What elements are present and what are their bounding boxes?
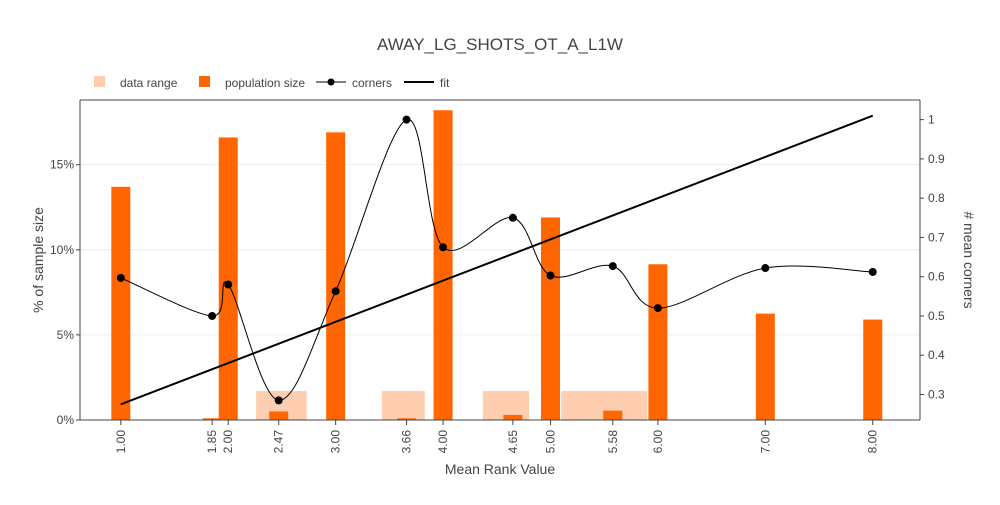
- corners-marker: [439, 243, 448, 252]
- y-axis-title: % of sample size: [30, 207, 46, 313]
- fit-line: [120, 114, 874, 406]
- x-tick-label: 3.00: [329, 430, 343, 454]
- y2-tick-label: 0.5: [928, 309, 945, 323]
- x-tick-label: 8.00: [866, 430, 880, 454]
- population-bar: [269, 411, 289, 420]
- corners-marker: [508, 213, 517, 222]
- corners-marker: [402, 115, 411, 124]
- x-tick-label: 3.66: [400, 430, 414, 454]
- chart-title: AWAY_LG_SHOTS_OT_A_L1W: [377, 35, 623, 54]
- x-tick-label: 4.65: [506, 430, 520, 454]
- x-tick-label: 2.47: [272, 430, 286, 454]
- corners-layer: [116, 115, 877, 405]
- legend-label-corners: corners: [352, 76, 392, 90]
- corners-marker: [546, 271, 555, 280]
- fit-line-layer: [120, 114, 874, 406]
- y2-tick-label: 0.9: [928, 152, 945, 166]
- population-bar: [111, 186, 131, 420]
- population-bar: [397, 418, 417, 420]
- population-bar-layer: [111, 110, 883, 420]
- corners-marker: [653, 304, 662, 313]
- corners-marker: [608, 262, 617, 271]
- legend: data range population size corners fit: [94, 76, 450, 90]
- y2-tick-label: 0.8: [928, 191, 945, 205]
- y-tick-label: 10%: [50, 243, 74, 257]
- corners-marker: [274, 396, 283, 405]
- population-bar: [326, 132, 346, 420]
- legend-label-population: population size: [225, 76, 305, 90]
- corners-marker: [116, 273, 125, 282]
- corners-marker: [208, 311, 217, 320]
- x-tick-label: 5.58: [606, 430, 620, 454]
- y2-tick-label: 0.6: [928, 270, 945, 284]
- population-bar: [218, 137, 238, 420]
- x-tick-label: 1.00: [114, 430, 128, 454]
- corners-marker: [331, 287, 340, 296]
- population-bar: [755, 313, 775, 420]
- y2-tick-label: 1: [928, 113, 935, 127]
- data-range-rect: [381, 391, 425, 420]
- population-bar: [603, 410, 623, 420]
- population-bar: [540, 217, 560, 420]
- legend-swatch-corners-marker: [327, 78, 335, 86]
- x-tick-label: 7.00: [758, 430, 772, 454]
- population-bar: [202, 418, 222, 420]
- y-tick-label: 15%: [50, 158, 74, 172]
- y2-tick-label: 0.4: [928, 348, 945, 362]
- grid-layer: [80, 164, 920, 336]
- legend-swatch-data-range: [94, 76, 105, 87]
- y-tick-label: 0%: [57, 413, 75, 427]
- corners-marker: [761, 264, 770, 273]
- legend-label-fit: fit: [440, 76, 450, 90]
- x-tick-label: 4.00: [436, 430, 450, 454]
- population-bar: [863, 319, 883, 420]
- y-tick-label: 5%: [57, 328, 75, 342]
- y2-tick-label: 0.7: [928, 230, 945, 244]
- axis-layer: 0% 5% 10% 15% 0.3 0.4 0.5 0.6 0.7 0.8 0.9 1 1.00 1.85…: [50, 99, 945, 454]
- corners-marker: [224, 280, 233, 289]
- legend-label-data-range: data range: [120, 76, 178, 90]
- population-bar: [648, 264, 668, 420]
- x-tick-label: 6.00: [651, 430, 665, 454]
- y2-tick-label: 0.3: [928, 387, 945, 401]
- x-tick-label: 5.00: [543, 430, 557, 454]
- corners-marker: [868, 267, 877, 276]
- x-tick-label: 1.85: [205, 430, 219, 454]
- population-bar: [433, 110, 453, 420]
- legend-swatch-population: [199, 76, 210, 87]
- x-axis-title: Mean Rank Value: [445, 461, 555, 477]
- y2-axis-title: # mean corners: [961, 211, 977, 308]
- x-tick-label: 2.00: [221, 430, 235, 454]
- population-bar: [503, 414, 523, 420]
